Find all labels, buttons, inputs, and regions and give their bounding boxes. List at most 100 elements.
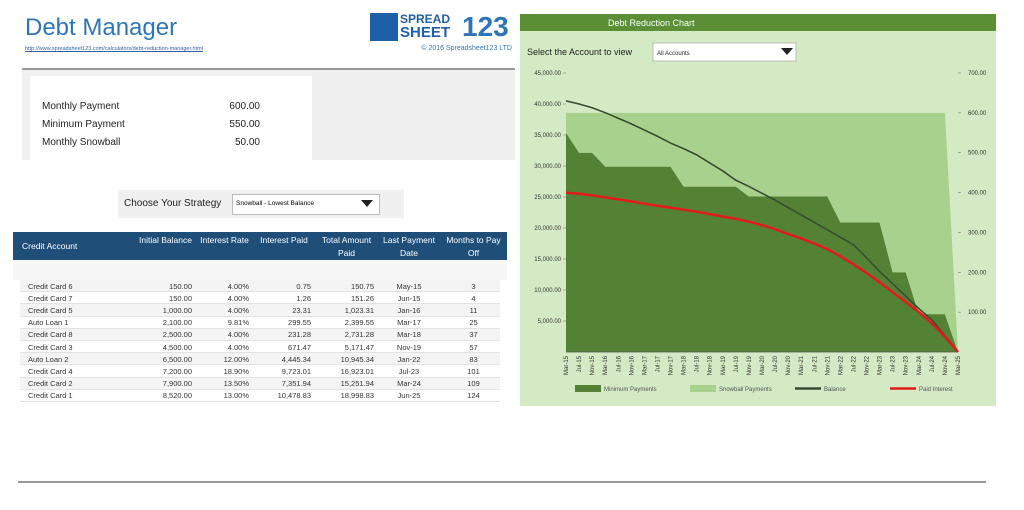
table-cell: 7,351.94 <box>281 379 311 389</box>
table-cell: Nov-19 <box>396 342 422 352</box>
dropdown-arrow <box>361 200 373 207</box>
x-tick-label: Jul-16 <box>616 355 622 372</box>
table-cell: 18.90% <box>223 366 249 376</box>
table-cell: Credit Card 8 <box>28 330 73 340</box>
selector-label: Select the Account to view <box>527 47 633 57</box>
logo-text: SHEET <box>400 24 451 41</box>
y-tick-label: 35,000.00 <box>534 133 561 139</box>
dropdown-value: All Accounts <box>657 51 690 57</box>
x-tick-label: Nov-23 <box>904 355 910 375</box>
column-header: Interest Rate <box>200 235 249 245</box>
table-header: Credit Account Initial Balance Interest Ra… <box>13 232 507 260</box>
x-tick-label: Jul-20 <box>773 355 779 372</box>
table-cell: 150.00 <box>169 281 192 291</box>
dropdown-value: Snowball - Lowest Balance <box>236 200 315 207</box>
table-cell: 23.31 <box>292 305 311 315</box>
x-tick-label: Nov-16 <box>629 355 635 375</box>
y2-tick-label: 300.00 <box>968 230 987 236</box>
summary-label: Monthly Payment <box>42 101 120 112</box>
table-cell: Credit Card 4 <box>28 366 73 376</box>
logo-text: SPREAD <box>400 12 451 26</box>
y2-tick-label: 600.00 <box>968 111 987 117</box>
link[interactable]: http://www.spreadsheet123.com/calculator… <box>25 46 203 52</box>
table-cell: 18,998.83 <box>340 391 374 401</box>
table-cell: 37 <box>469 330 478 340</box>
table-row <box>20 389 500 402</box>
x-tick-label: Mar-23 <box>878 355 884 375</box>
table-cell: 5,171.47 <box>344 342 374 352</box>
x-tick-label: Jul-19 <box>734 355 740 372</box>
x-tick-label: Mar-15 <box>564 355 570 375</box>
table-cell: Auto Loan 2 <box>28 354 69 364</box>
dropdown-arrow <box>781 48 793 55</box>
table-cell: Mar-17 <box>397 318 421 328</box>
x-tick-label: Nov-17 <box>669 355 675 375</box>
table-cell: 83 <box>469 354 478 364</box>
x-tick-label: Mar-20 <box>760 355 766 375</box>
table-cell: Credit Card 2 <box>28 379 73 389</box>
column-header: Interest Paid <box>260 235 308 245</box>
x-tick-label: Jul-24 <box>930 355 936 372</box>
table-row <box>20 365 500 378</box>
table-cell: 6,500.00 <box>162 354 192 364</box>
y-tick-label: 15,000.00 <box>534 257 561 263</box>
table-row <box>20 377 500 390</box>
legend-label: Paid Interest <box>919 387 953 393</box>
x-tick-label: Mar-18 <box>682 355 688 375</box>
table-cell: 4.00% <box>227 305 249 315</box>
table-cell: Mar-24 <box>397 379 421 389</box>
table-cell: 57 <box>469 342 478 352</box>
bottom-line <box>18 481 986 483</box>
table-cell: Jan-22 <box>397 354 421 364</box>
x-tick-label: Nov-18 <box>708 355 714 375</box>
table-cell: 2,731.28 <box>344 330 374 340</box>
table-cell: 13.00% <box>223 391 249 401</box>
x-tick-label: Mar-22 <box>838 355 844 375</box>
strategy-dropdown[interactable]: Snowball - Lowest Balance <box>232 194 380 215</box>
table-row <box>20 304 500 317</box>
x-tick-label: Jul-18 <box>695 355 701 372</box>
table-row <box>20 353 500 366</box>
table-cell: Credit Card 7 <box>28 293 73 303</box>
legend-swatch <box>575 385 601 392</box>
table-cell: 10,945.34 <box>340 354 374 364</box>
table-cell: May-15 <box>396 281 422 291</box>
table-cell: 7,900.00 <box>162 379 192 389</box>
table-row <box>20 341 500 354</box>
table-row <box>20 328 500 341</box>
table-cell: 1,000.00 <box>162 305 192 315</box>
table-cell: Jun-15 <box>397 293 421 303</box>
y2-tick-label: 700.00 <box>968 71 987 77</box>
x-tick-label: Nov-22 <box>865 355 871 375</box>
legend-swatch <box>690 385 716 392</box>
copyright: © 2016 Spreadsheet123 LTD <box>421 45 512 52</box>
table-cell: 4.00% <box>227 342 249 352</box>
x-tick-label: Nov-20 <box>786 355 792 375</box>
summary-value: 600.00 <box>229 101 260 112</box>
table-cell: 4 <box>471 293 476 303</box>
table-cell: 4.00% <box>227 330 249 340</box>
table-cell: 16,923.01 <box>340 366 374 376</box>
legend-label: Minimum Payments <box>604 387 657 393</box>
table-row <box>20 316 500 329</box>
column-header: Months to Pay Off <box>446 235 501 258</box>
strategy-label: Choose Your Strategy <box>124 198 222 209</box>
area <box>566 112 958 352</box>
table-cell: 2,500.00 <box>162 330 192 340</box>
table-cell: 8,520.00 <box>162 391 192 401</box>
table-cell: 151.26 <box>351 293 374 303</box>
area <box>566 132 958 352</box>
y-tick-label: 40,000.00 <box>534 102 561 108</box>
title: Debt Manager <box>25 14 178 41</box>
x-tick-label: Jul-23 <box>891 355 897 372</box>
y-tick-label: 5,000.00 <box>538 319 562 325</box>
x-tick-label: Nov-21 <box>825 355 831 375</box>
y-tick-label: 20,000.00 <box>534 226 561 232</box>
table-cell: 4.00% <box>227 281 249 291</box>
table-cell: 3 <box>471 281 476 291</box>
table-cell: 1.26 <box>296 293 311 303</box>
account-dropdown[interactable] <box>652 42 797 62</box>
x-tick-label: Mar-16 <box>603 355 609 375</box>
y-tick-label: 10,000.00 <box>534 288 561 294</box>
table-cell: Jul-23 <box>398 366 420 376</box>
